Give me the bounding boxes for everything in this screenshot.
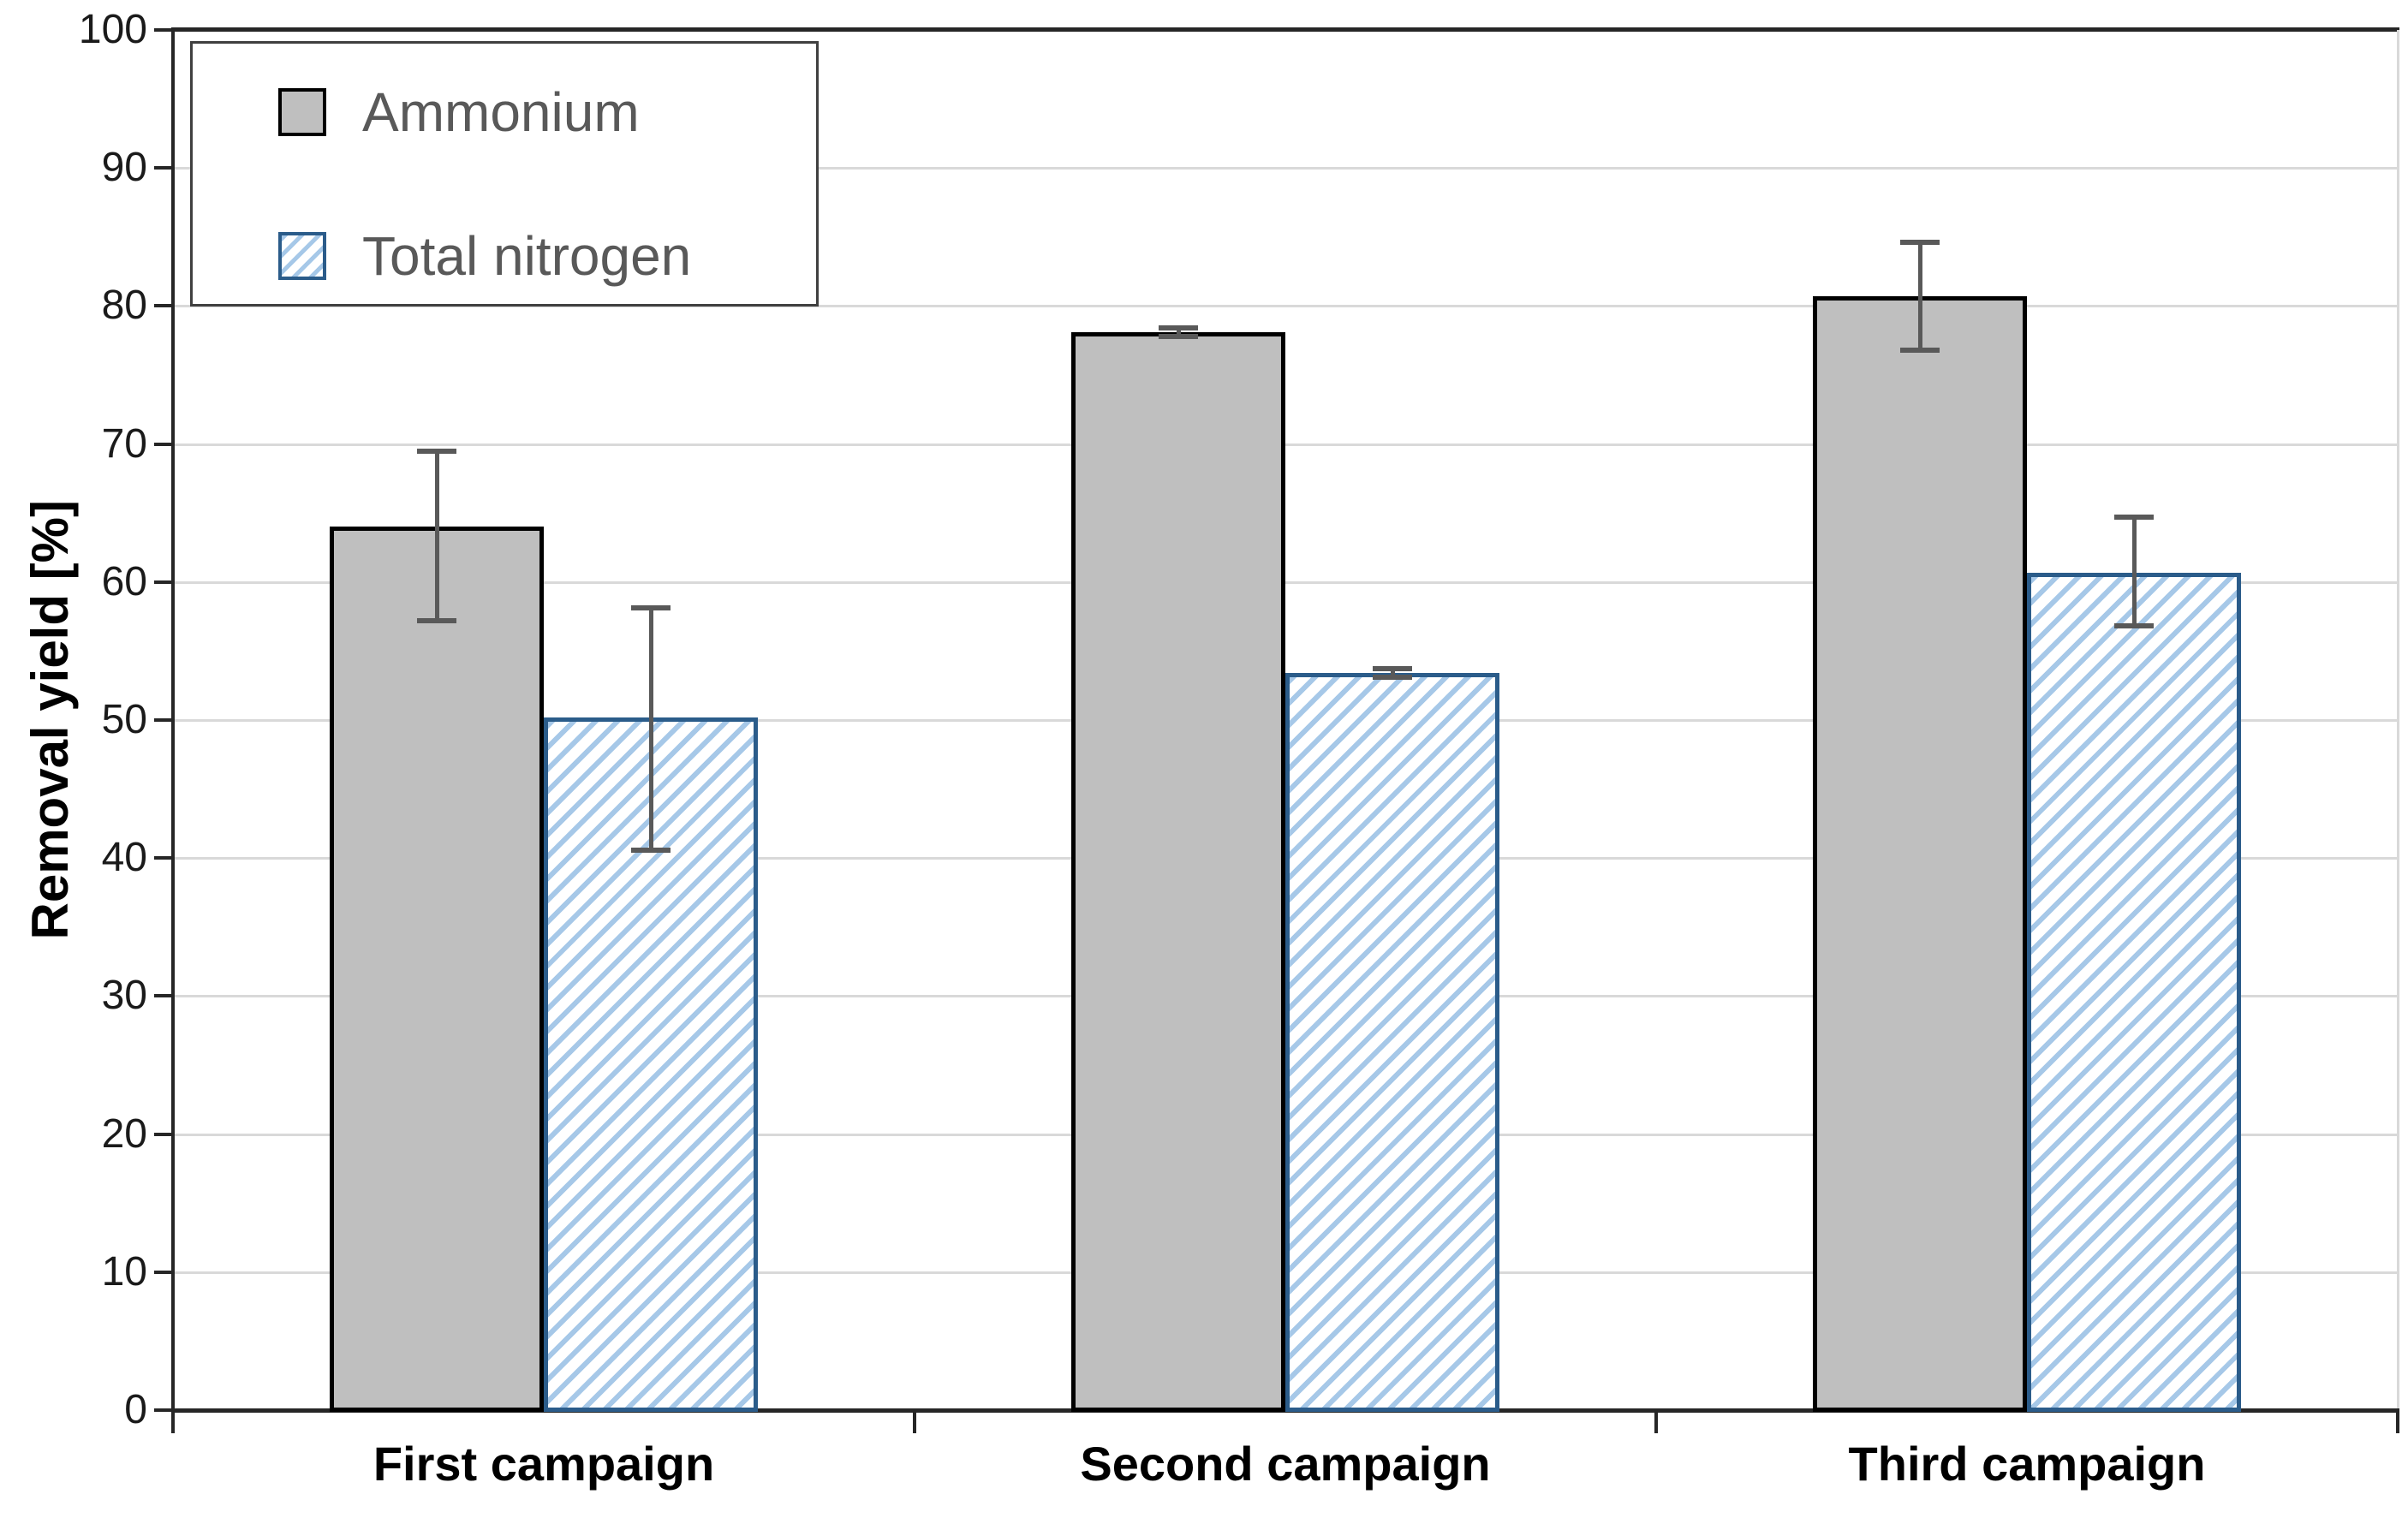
x-tick-1 <box>913 1413 916 1433</box>
plot-border-top <box>171 27 2399 32</box>
error-bar-cap-top <box>2114 515 2154 521</box>
y-tick-70 <box>154 442 173 446</box>
y-tick-90 <box>154 166 173 170</box>
error-bar-cap-top <box>631 605 671 611</box>
y-tick-80 <box>154 304 173 308</box>
y-axis-line <box>171 27 175 1432</box>
x-tick-2 <box>1654 1413 1658 1433</box>
bar-ammonium-1 <box>330 527 544 1412</box>
error-bar-cap-bottom <box>2114 623 2154 629</box>
y-tick-label-0: 0 <box>124 1387 147 1432</box>
y-tick-60 <box>154 580 173 584</box>
bar-ammonium-2 <box>1071 332 1285 1412</box>
y-tick-label-40: 40 <box>101 835 147 881</box>
x-tick-3 <box>2396 1413 2399 1433</box>
x-tick-0 <box>171 1413 175 1433</box>
y-tick-label-100: 100 <box>78 7 147 52</box>
legend-label-total-nitrogen: Total nitrogen <box>362 225 692 287</box>
y-tick-label-50: 50 <box>101 697 147 742</box>
gridline-60 <box>175 580 2398 584</box>
error-bar-cap-bottom <box>1900 347 1940 353</box>
y-tick-10 <box>154 1270 173 1274</box>
error-bar-cap-bottom <box>417 617 456 623</box>
y-tick-50 <box>154 718 173 722</box>
x-category-label-1: First campaign <box>373 1437 715 1491</box>
error-bar-line <box>1390 669 1395 678</box>
ammonium-swatch-icon <box>278 88 326 136</box>
y-tick-label-20: 20 <box>101 1110 147 1157</box>
error-bar-line <box>1176 328 1181 336</box>
y-tick-label-70: 70 <box>101 420 147 467</box>
error-bar-cap-top <box>1159 325 1198 331</box>
y-tick-20 <box>154 1132 173 1136</box>
error-bar-cap-top <box>417 448 456 454</box>
y-tick-label-10: 10 <box>101 1248 147 1295</box>
bar-total-nitrogen-2 <box>1285 673 1499 1412</box>
gridline-80 <box>175 305 2398 308</box>
bar-ammonium-3 <box>1813 296 2027 1412</box>
y-tick-label-80: 80 <box>101 283 147 329</box>
y-tick-0 <box>154 1408 173 1412</box>
plot-border-right <box>2397 30 2399 1410</box>
error-bar-cap-bottom <box>631 847 671 853</box>
gridline-90 <box>175 167 2398 170</box>
bar-total-nitrogen-3 <box>2027 572 2241 1412</box>
gridline-70 <box>175 443 2398 446</box>
total-nitrogen-swatch-icon <box>278 232 326 280</box>
error-bar-cap-bottom <box>1159 333 1198 339</box>
legend-label-ammonium: Ammonium <box>362 81 640 143</box>
legend-entry-total-nitrogen: Total nitrogen <box>278 222 691 290</box>
x-category-label-3: Third campaign <box>1848 1437 2206 1491</box>
error-bar-cap-bottom <box>1373 675 1412 681</box>
y-tick-label-90: 90 <box>101 145 147 191</box>
y-tick-30 <box>154 994 173 998</box>
error-bar-line <box>648 608 653 850</box>
y-tick-40 <box>154 856 173 860</box>
error-bar-cap-top <box>1373 666 1412 672</box>
legend-box: Ammonium Total nitrogen <box>190 41 819 307</box>
x-category-label-2: Second campaign <box>1080 1437 1491 1491</box>
error-bar-line <box>1917 242 1922 350</box>
legend-entry-ammonium: Ammonium <box>278 78 640 146</box>
error-bar-line <box>434 450 439 621</box>
error-bar-cap-top <box>1900 240 1940 246</box>
error-bar-line <box>2131 517 2137 627</box>
y-tick-label-60: 60 <box>101 558 147 604</box>
y-tick-100 <box>154 28 173 32</box>
y-tick-label-30: 30 <box>101 973 147 1019</box>
